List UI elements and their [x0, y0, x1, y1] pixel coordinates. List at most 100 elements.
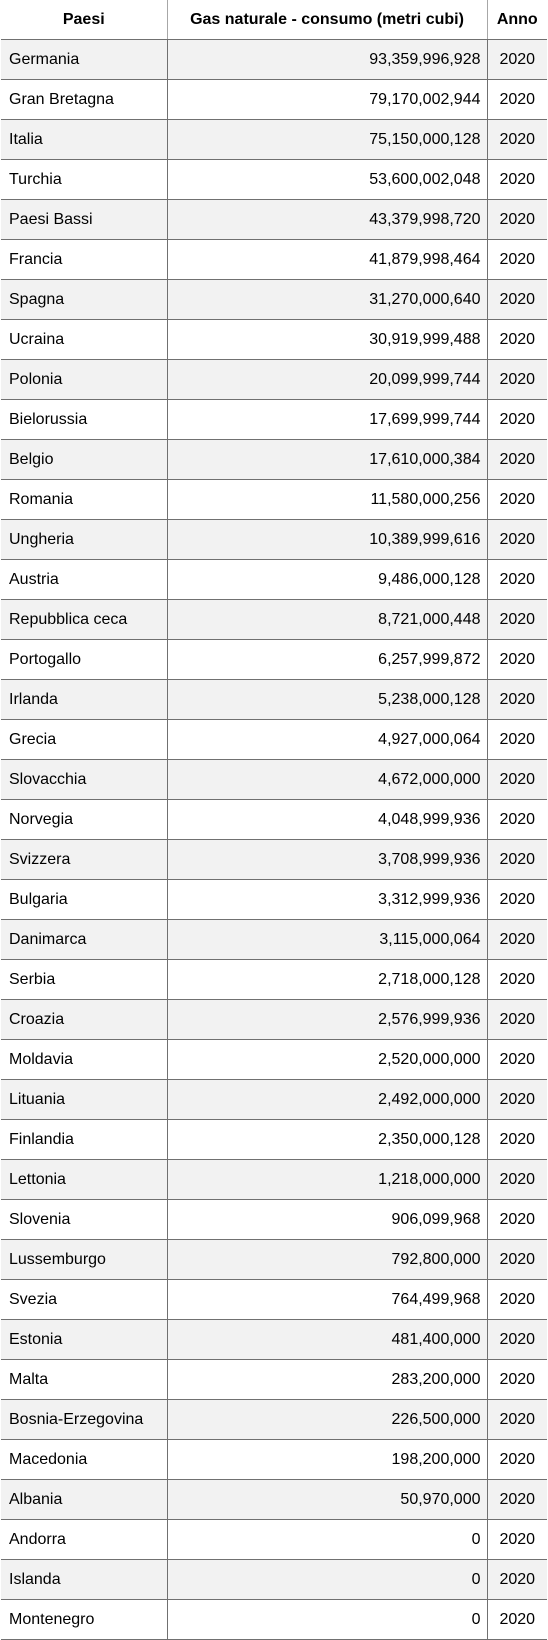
year-cell: 2020: [487, 959, 547, 1000]
year-cell: 2020: [487, 599, 547, 640]
year-cell: 2020: [487, 439, 547, 480]
year-cell: 2020: [487, 1599, 547, 1640]
consumption-cell: 43,379,998,720: [167, 199, 488, 240]
year-cell: 2020: [487, 1199, 547, 1240]
year-cell: 2020: [487, 559, 547, 600]
year-cell: 2020: [487, 1279, 547, 1320]
table-row: Islanda 0 2020: [1, 1559, 547, 1600]
consumption-cell: 9,486,000,128: [167, 559, 488, 600]
table-row: Albania 50,970,000 2020: [1, 1479, 547, 1520]
country-cell: Lettonia: [1, 1159, 168, 1200]
country-cell: Bulgaria: [1, 879, 168, 920]
country-cell: Croazia: [1, 999, 168, 1040]
consumption-cell: 17,610,000,384: [167, 439, 488, 480]
year-cell: 2020: [487, 719, 547, 760]
consumption-cell: 1,218,000,000: [167, 1159, 488, 1200]
year-cell: 2020: [487, 279, 547, 320]
consumption-cell: 41,879,998,464: [167, 239, 488, 280]
consumption-cell: 0: [167, 1519, 488, 1560]
table-row: Slovacchia 4,672,000,000 2020: [1, 759, 547, 800]
consumption-cell: 31,270,000,640: [167, 279, 488, 320]
table-row: Bulgaria 3,312,999,936 2020: [1, 879, 547, 920]
consumption-cell: 4,672,000,000: [167, 759, 488, 800]
year-cell: 2020: [487, 1559, 547, 1600]
consumption-cell: 20,099,999,744: [167, 359, 488, 400]
table-row: Ungheria 10,389,999,616 2020: [1, 519, 547, 560]
year-cell: 2020: [487, 1479, 547, 1520]
table-row: Lettonia 1,218,000,000 2020: [1, 1159, 547, 1200]
table-body: Germania 93,359,996,928 2020 Gran Bretagna 7…: [1, 39, 547, 1640]
consumption-cell: 906,099,968: [167, 1199, 488, 1240]
table-row: Grecia 4,927,000,064 2020: [1, 719, 547, 760]
country-cell: Islanda: [1, 1559, 168, 1600]
year-cell: 2020: [487, 199, 547, 240]
consumption-cell: 2,350,000,128: [167, 1119, 488, 1160]
year-cell: 2020: [487, 1119, 547, 1160]
table-row: Francia 41,879,998,464 2020: [1, 239, 547, 280]
table-row: Belgio 17,610,000,384 2020: [1, 439, 547, 480]
country-cell: Polonia: [1, 359, 168, 400]
year-cell: 2020: [487, 1159, 547, 1200]
table-row: Danimarca 3,115,000,064 2020: [1, 919, 547, 960]
country-cell: Spagna: [1, 279, 168, 320]
year-cell: 2020: [487, 1079, 547, 1120]
year-cell: 2020: [487, 1439, 547, 1480]
table-row: Irlanda 5,238,000,128 2020: [1, 679, 547, 720]
year-cell: 2020: [487, 759, 547, 800]
column-header-country[interactable]: Paesi: [1, 0, 168, 40]
column-header-consumption[interactable]: Gas naturale - consumo (metri cubi): [167, 0, 488, 40]
country-cell: Portogallo: [1, 639, 168, 680]
year-cell: 2020: [487, 879, 547, 920]
year-cell: 2020: [487, 679, 547, 720]
country-cell: Austria: [1, 559, 168, 600]
consumption-cell: 764,499,968: [167, 1279, 488, 1320]
consumption-cell: 17,699,999,744: [167, 399, 488, 440]
country-cell: Albania: [1, 1479, 168, 1520]
consumption-cell: 4,927,000,064: [167, 719, 488, 760]
country-cell: Norvegia: [1, 799, 168, 840]
consumption-cell: 792,800,000: [167, 1239, 488, 1280]
table-row: Finlandia 2,350,000,128 2020: [1, 1119, 547, 1160]
header-row: Paesi Gas naturale - consumo (metri cubi…: [1, 0, 547, 40]
year-cell: 2020: [487, 39, 547, 80]
table-row: Malta 283,200,000 2020: [1, 1359, 547, 1400]
country-cell: Bosnia-Erzegovina: [1, 1399, 168, 1440]
consumption-cell: 53,600,002,048: [167, 159, 488, 200]
year-cell: 2020: [487, 519, 547, 560]
consumption-cell: 79,170,002,944: [167, 79, 488, 120]
consumption-cell: 6,257,999,872: [167, 639, 488, 680]
consumption-cell: 3,312,999,936: [167, 879, 488, 920]
consumption-cell: 8,721,000,448: [167, 599, 488, 640]
table-row: Montenegro 0 2020: [1, 1599, 547, 1640]
consumption-cell: 5,238,000,128: [167, 679, 488, 720]
table-row: Lussemburgo 792,800,000 2020: [1, 1239, 547, 1280]
table-row: Estonia 481,400,000 2020: [1, 1319, 547, 1360]
consumption-cell: 0: [167, 1599, 488, 1640]
consumption-cell: 10,389,999,616: [167, 519, 488, 560]
year-cell: 2020: [487, 1239, 547, 1280]
table-row: Svizzera 3,708,999,936 2020: [1, 839, 547, 880]
year-cell: 2020: [487, 319, 547, 360]
table-row: Croazia 2,576,999,936 2020: [1, 999, 547, 1040]
year-cell: 2020: [487, 639, 547, 680]
year-cell: 2020: [487, 239, 547, 280]
country-cell: Finlandia: [1, 1119, 168, 1160]
country-cell: Slovenia: [1, 1199, 168, 1240]
consumption-cell: 2,576,999,936: [167, 999, 488, 1040]
consumption-cell: 30,919,999,488: [167, 319, 488, 360]
year-cell: 2020: [487, 479, 547, 520]
country-cell: Slovacchia: [1, 759, 168, 800]
country-cell: Malta: [1, 1359, 168, 1400]
country-cell: Lussemburgo: [1, 1239, 168, 1280]
table-row: Svezia 764,499,968 2020: [1, 1279, 547, 1320]
country-cell: Italia: [1, 119, 168, 160]
table-row: Turchia 53,600,002,048 2020: [1, 159, 547, 200]
country-cell: Moldavia: [1, 1039, 168, 1080]
consumption-cell: 3,708,999,936: [167, 839, 488, 880]
year-cell: 2020: [487, 119, 547, 160]
column-header-year[interactable]: Anno: [487, 0, 547, 40]
country-cell: Ungheria: [1, 519, 168, 560]
table-row: Repubblica ceca 8,721,000,448 2020: [1, 599, 547, 640]
table-row: Serbia 2,718,000,128 2020: [1, 959, 547, 1000]
